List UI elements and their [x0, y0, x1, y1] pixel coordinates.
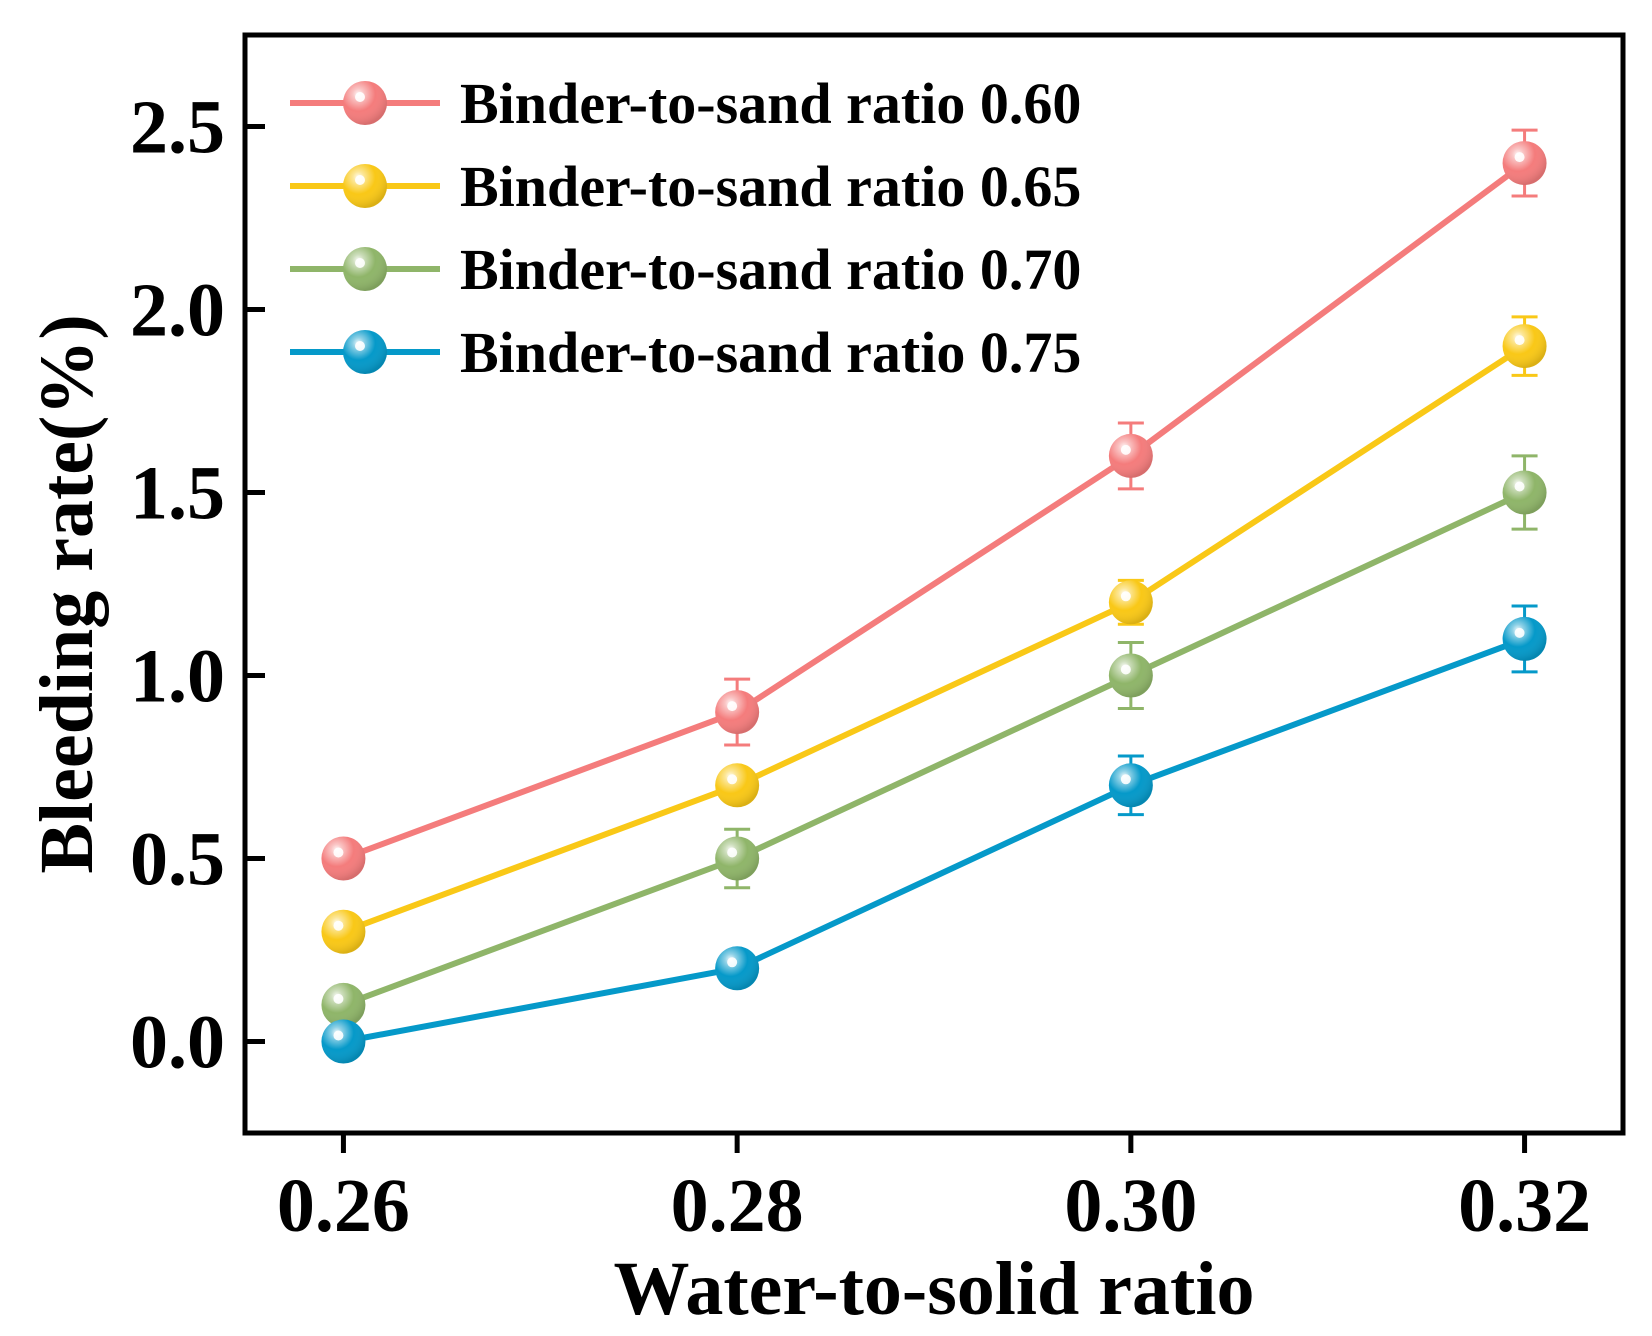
data-point	[1108, 433, 1153, 478]
data-point	[1502, 616, 1547, 661]
x-axis-ticks: 0.26 0.28 0.30 0.32	[277, 1133, 1591, 1248]
data-point	[1502, 324, 1547, 369]
plot-frame	[242, 32, 1626, 1136]
legend-item: Binder-to-sand ratio 0.60	[290, 71, 1081, 136]
legend-label: Binder-to-sand ratio 0.75	[460, 320, 1081, 385]
y-axis-title: Bleeding rate(%)	[25, 314, 109, 873]
series-lines	[342, 160, 1527, 1045]
legend-marker	[343, 330, 387, 374]
series-line	[342, 160, 1527, 862]
y-tick-label: 0.0	[130, 1001, 225, 1085]
y-tick-label: 2.0	[130, 269, 225, 353]
data-point	[715, 946, 760, 991]
series-line	[342, 489, 1526, 1008]
x-tick-label: 0.28	[671, 1164, 804, 1248]
legend-item: Binder-to-sand ratio 0.70	[290, 237, 1081, 302]
y-tick-label: 1.0	[130, 635, 225, 719]
data-point	[715, 690, 760, 735]
data-point	[1108, 580, 1153, 625]
series-markers	[321, 141, 1547, 1064]
y-tick-label: 1.5	[130, 452, 225, 536]
x-axis-title: Water-to-solid ratio	[614, 1247, 1255, 1331]
data-point	[321, 1019, 366, 1064]
legend-marker	[343, 81, 387, 125]
legend-marker	[343, 247, 387, 291]
y-axis-ticks: 0.0 0.5 1.0 1.5 2.0 2.5	[130, 86, 265, 1085]
legend-item: Binder-to-sand ratio 0.75	[290, 320, 1081, 385]
legend-label: Binder-to-sand ratio 0.70	[460, 237, 1081, 302]
y-tick-label: 0.5	[130, 818, 225, 902]
legend-marker	[343, 164, 387, 208]
data-point	[1108, 653, 1153, 698]
data-point	[1502, 141, 1547, 186]
x-tick-label: 0.32	[1458, 1164, 1591, 1248]
x-tick-label: 0.30	[1064, 1164, 1197, 1248]
data-point	[1502, 470, 1547, 515]
x-tick-label: 0.26	[277, 1164, 410, 1248]
y-tick-label: 2.5	[130, 86, 225, 170]
legend-item: Binder-to-sand ratio 0.65	[290, 154, 1081, 219]
legend: Binder-to-sand ratio 0.60 Binder-to-sand …	[290, 71, 1081, 385]
data-point	[321, 909, 366, 954]
legend-label: Binder-to-sand ratio 0.65	[460, 154, 1081, 219]
data-point	[1108, 763, 1153, 808]
data-point	[715, 836, 760, 881]
legend-label: Binder-to-sand ratio 0.60	[460, 71, 1081, 136]
data-point	[321, 836, 366, 881]
data-point	[321, 982, 366, 1027]
series-line	[342, 343, 1527, 935]
series-line	[342, 636, 1526, 1045]
data-point	[715, 763, 760, 808]
